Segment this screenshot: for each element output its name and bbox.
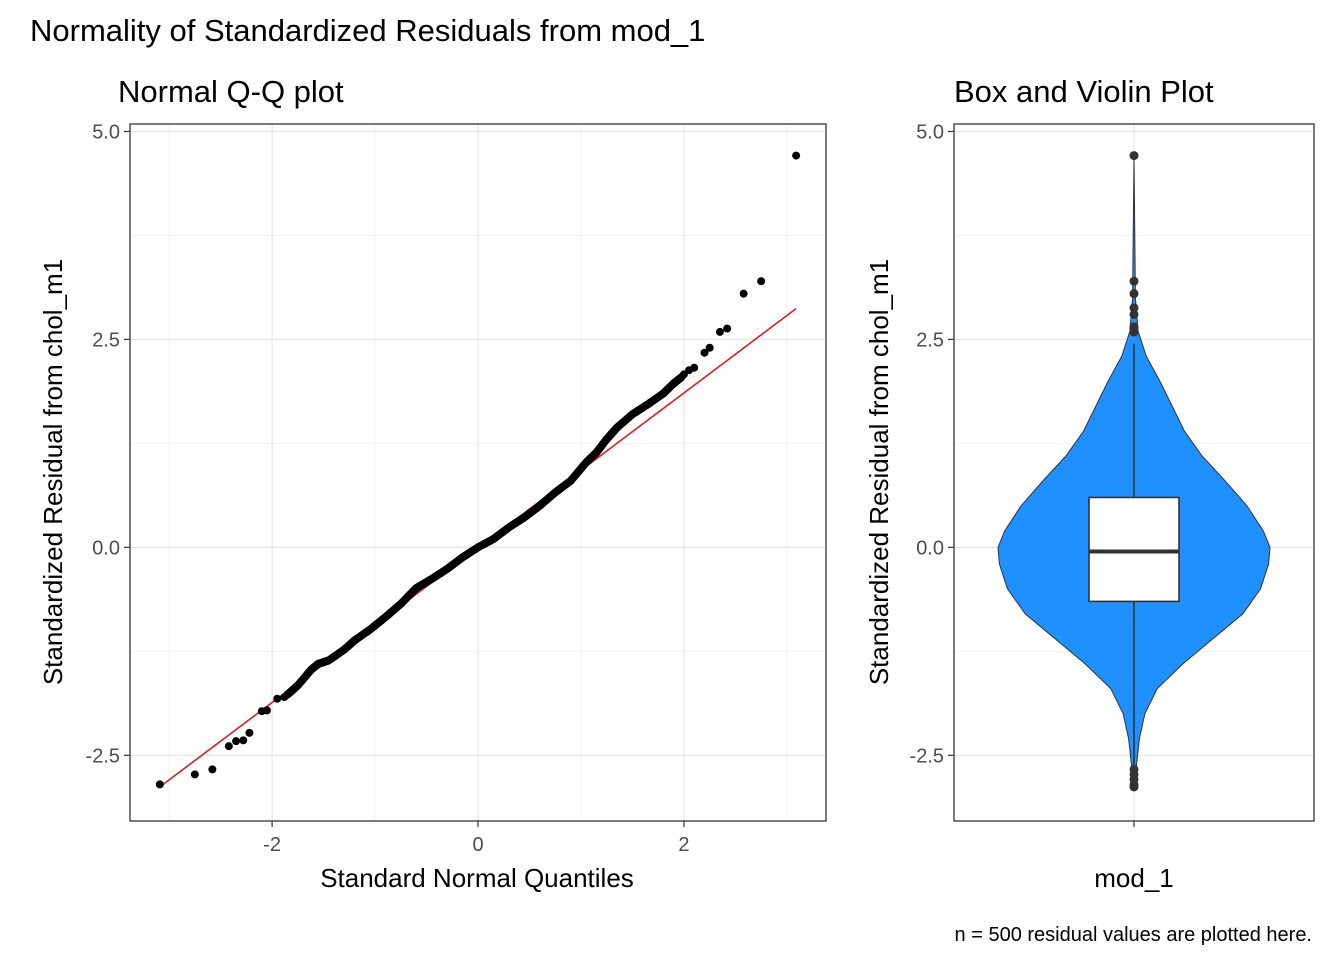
boxviolin-y-axis-label: Standardized Residual from chol_m1 xyxy=(864,259,894,685)
bv-y-tick-label: -2.5 xyxy=(910,745,944,767)
bv-y-tick-label: 2.5 xyxy=(916,329,944,351)
boxviolin-panel: Box and Violin Plot -2.50.02.55.0 mod_1 … xyxy=(864,74,1315,893)
qq-point xyxy=(273,694,282,703)
qq-point xyxy=(208,765,217,774)
box-plot xyxy=(1088,343,1180,766)
figure-caption: n = 500 residual values are plotted here… xyxy=(955,924,1312,946)
box-outlier xyxy=(1129,289,1139,299)
qq-x-tick-label: -2 xyxy=(263,834,281,856)
qq-point xyxy=(155,780,164,789)
qq-x-tick-label: 2 xyxy=(678,834,689,856)
qq-x-tick-label: 0 xyxy=(472,834,483,856)
qq-point xyxy=(262,706,271,715)
qq-y-axis: -2.5 0.0 2.5 5.0 xyxy=(86,121,130,767)
qq-point xyxy=(690,363,699,372)
box-outlier xyxy=(1129,322,1139,332)
box-outliers xyxy=(1129,151,1139,792)
qq-title: Normal Q-Q plot xyxy=(118,74,344,109)
qq-point xyxy=(190,770,199,779)
qq-point xyxy=(245,728,254,737)
box-outlier xyxy=(1129,309,1139,319)
qq-point xyxy=(239,736,248,745)
qq-point xyxy=(280,693,289,702)
bv-y-tick-label: 5.0 xyxy=(916,121,944,143)
boxviolin-x-axis: mod_1 xyxy=(1094,821,1174,893)
qq-point xyxy=(739,289,748,298)
box-outlier xyxy=(1129,764,1139,774)
qq-panel: Normal Q-Q plot -2.5 0.0 2.5 5.0 -2 0 2 Stand… xyxy=(38,74,827,893)
qq-point xyxy=(705,343,714,352)
qq-x-axis-label: Standard Normal Quantiles xyxy=(320,863,634,893)
qq-x-axis: -2 0 2 xyxy=(263,821,689,856)
qq-point xyxy=(757,277,766,286)
box-outlier xyxy=(1129,151,1139,161)
bv-category-label: mod_1 xyxy=(1094,863,1174,893)
qq-point xyxy=(224,742,233,751)
qq-points xyxy=(155,151,801,789)
qq-y-tick-label: -2.5 xyxy=(86,745,120,767)
qq-y-tick-label: 0.0 xyxy=(92,537,120,559)
box-outlier xyxy=(1129,276,1139,286)
boxviolin-y-axis: -2.5 0.0 2.5 5.0 xyxy=(910,121,954,767)
box-outlier xyxy=(1129,303,1139,313)
bv-y-tick-label: 0.0 xyxy=(916,537,944,559)
figure-title: Normality of Standardized Residuals from… xyxy=(30,13,705,48)
boxviolin-title: Box and Violin Plot xyxy=(954,74,1214,109)
qq-y-tick-label: 5.0 xyxy=(92,121,120,143)
box-iqr xyxy=(1088,496,1180,603)
qq-point xyxy=(723,324,732,333)
qq-point xyxy=(715,327,724,336)
qq-y-axis-label: Standardized Residual from chol_m1 xyxy=(38,259,68,685)
qq-point xyxy=(792,151,801,160)
qq-y-tick-label: 2.5 xyxy=(92,329,120,351)
qq-point xyxy=(700,348,709,357)
qq-point xyxy=(232,737,241,746)
